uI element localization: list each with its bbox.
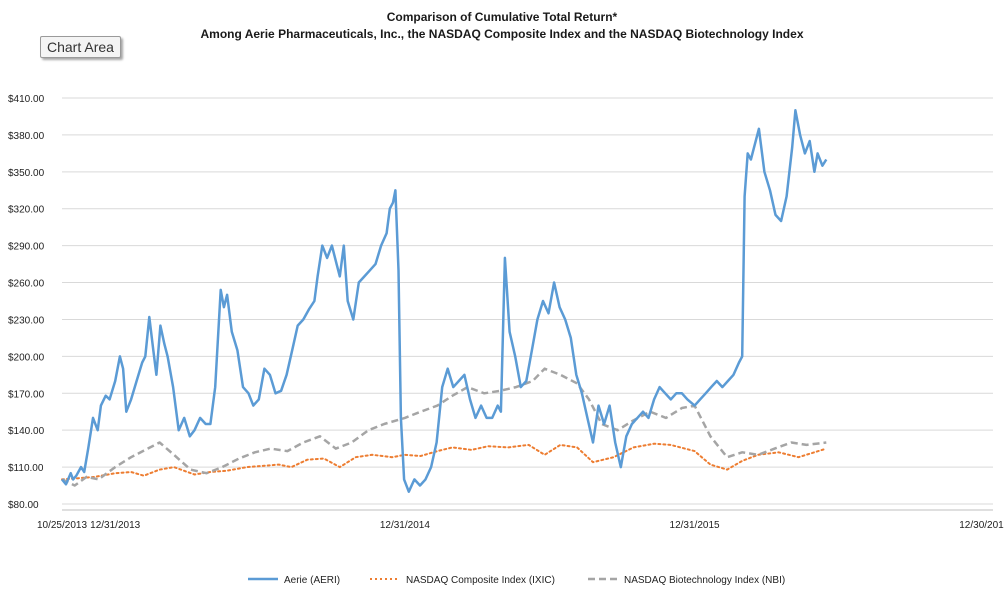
x-tick-label: 12/31/2015 — [670, 520, 720, 531]
y-tick-label: $380.00 — [8, 131, 45, 142]
x-axis: 10/25/2013 12/31/2013 12/31/2014 12/31/2015… — [37, 509, 1004, 531]
y-tick-label: $290.00 — [8, 242, 45, 253]
chart-title: Comparison of Cumulative Total Return* — [386, 10, 618, 24]
legend-label-3: NASDAQ Biotechnology Index (NBI) — [624, 575, 785, 586]
y-tick-label: $230.00 — [8, 315, 45, 326]
legend: Aerie (AERI) NASDAQ Composite Index (IXIC… — [248, 575, 785, 586]
x-tick-label: 12/31/2014 — [380, 520, 430, 531]
series-line-2 — [61, 442, 828, 481]
y-tick-label: $350.00 — [8, 168, 45, 179]
y-tick-label: $140.00 — [8, 426, 45, 437]
gridlines — [62, 97, 993, 505]
legend-label-1: Aerie (AERI) — [284, 575, 340, 586]
y-tick-label: $170.00 — [8, 389, 45, 400]
y-tick-label: $110.00 — [8, 463, 44, 474]
x-tick-label: 12/31/2013 — [90, 520, 140, 531]
series-line-3 — [61, 367, 827, 487]
y-tick-label: $320.00 — [8, 205, 45, 216]
x-tick-label: 10/25/2013 — [37, 520, 87, 531]
y-tick-label: $410.00 — [8, 94, 45, 105]
legend-label-2: NASDAQ Composite Index (IXIC) — [406, 575, 555, 586]
y-tick-label: $200.00 — [8, 352, 45, 363]
chart-area-tooltip: Chart Area — [40, 36, 121, 58]
chart-subtitle: Among Aerie Pharmaceuticals, Inc., the N… — [200, 27, 804, 41]
series-lines — [61, 109, 828, 493]
y-tick-label: $80.00 — [8, 500, 39, 511]
x-tick-label: 12/30/2016 — [959, 520, 1004, 531]
y-tick-label: $260.00 — [8, 279, 45, 290]
series-line-1 — [61, 109, 828, 493]
y-axis: $80.00 $110.00 $140.00 $170.00 $200.00 $230.0… — [8, 94, 45, 511]
